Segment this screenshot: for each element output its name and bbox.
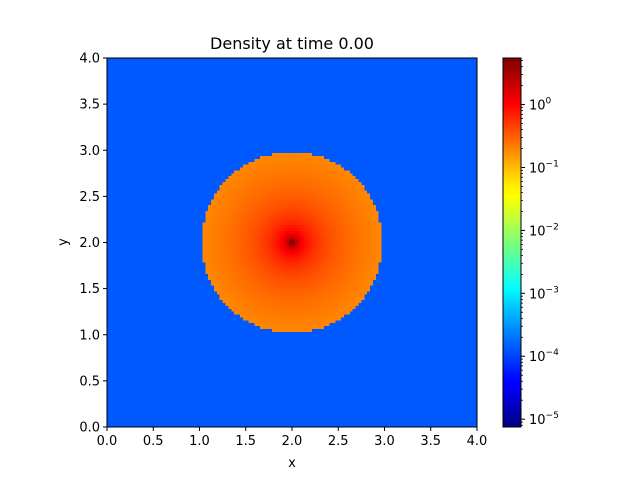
chart-title: Density at time 0.00 bbox=[210, 34, 374, 53]
density-heatmap bbox=[107, 58, 477, 427]
x-tick-label: 1.0 bbox=[189, 434, 210, 449]
y-tick-label: 0.0 bbox=[79, 421, 100, 436]
y-tick-label: 1.0 bbox=[79, 328, 100, 343]
colorbar-tick-label: 10−4 bbox=[529, 348, 559, 365]
colorbar-tick-label: 100 bbox=[529, 97, 552, 114]
colorbar-ticks: 100 10−1 10−2 10−3 10−4 10−5 bbox=[521, 60, 559, 428]
x-axis: 0.0 0.5 1.0 1.5 2.0 2.5 3.0 3.5 4.0 bbox=[97, 427, 488, 449]
colorbar-tick-label: 10−5 bbox=[529, 411, 559, 428]
x-tick-label: 4.0 bbox=[467, 434, 488, 449]
y-tick-label: 2.0 bbox=[79, 236, 100, 251]
colorbar-frame bbox=[502, 57, 522, 428]
y-tick-label: 0.5 bbox=[79, 374, 100, 389]
x-tick-label: 1.5 bbox=[235, 434, 256, 449]
x-axis-label: x bbox=[288, 456, 296, 471]
y-tick-label: 3.0 bbox=[79, 144, 100, 159]
x-tick-label: 0.5 bbox=[143, 434, 164, 449]
y-tick-label: 2.5 bbox=[79, 190, 100, 205]
colorbar-gradient bbox=[503, 58, 521, 427]
y-axis-label: y bbox=[56, 238, 71, 246]
colorbar-tick-label: 10−1 bbox=[529, 159, 559, 176]
y-tick-label: 3.5 bbox=[79, 98, 100, 113]
colorbar: 100 10−1 10−2 10−3 10−4 10−5 bbox=[502, 57, 559, 428]
plot-area bbox=[106, 57, 478, 428]
colorbar-tick-label: 10−3 bbox=[529, 285, 559, 302]
colorbar-tick-label: 10−2 bbox=[529, 222, 559, 239]
x-tick-label: 3.0 bbox=[374, 434, 395, 449]
x-tick-label: 2.5 bbox=[328, 434, 349, 449]
x-tick-label: 2.0 bbox=[282, 434, 303, 449]
x-tick-label: 0.0 bbox=[97, 434, 118, 449]
y-axis: 0.0 0.5 1.0 1.5 2.0 2.5 3.0 3.5 4.0 bbox=[79, 52, 107, 436]
x-tick-label: 3.5 bbox=[420, 434, 441, 449]
y-tick-label: 1.5 bbox=[79, 282, 100, 297]
y-tick-label: 4.0 bbox=[79, 52, 100, 67]
